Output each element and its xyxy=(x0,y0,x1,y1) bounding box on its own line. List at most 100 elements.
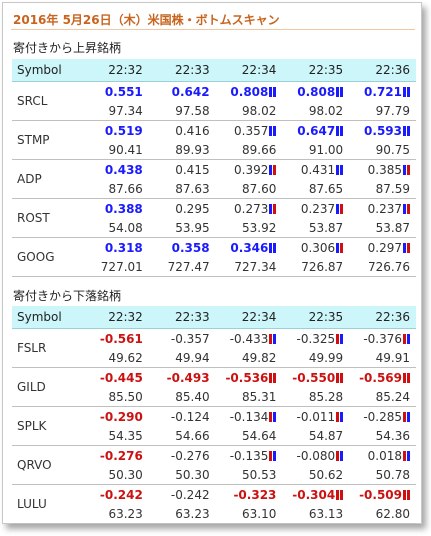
price-cell: 85.24 xyxy=(349,387,416,407)
change-value: -0.242 xyxy=(99,487,143,502)
table-row-price: 97.34 97.58 98.02 98.02 97.79 xyxy=(12,101,416,121)
change-value: -0.276 xyxy=(170,448,210,463)
price-cell: 89.66 xyxy=(215,140,283,160)
price-cell: 53.87 xyxy=(349,218,416,238)
change-cell: -0.493 xyxy=(149,368,216,388)
change-cell: -0.134 xyxy=(216,407,283,427)
price-cell: 87.60 xyxy=(215,179,283,199)
price-cell: 62.80 xyxy=(349,504,416,524)
change-value: 0.392 xyxy=(234,162,269,177)
column-header-time: 22:32 xyxy=(82,59,149,82)
table-row-change: QRVO -0.276 -0.276 -0.135 -0.080 0.018 xyxy=(12,445,416,485)
change-cell: 0.415 xyxy=(149,160,216,180)
change-cell: 0.416 xyxy=(149,121,216,141)
change-cell: -0.304 xyxy=(282,485,349,505)
symbol-cell[interactable]: SRCL xyxy=(12,81,82,121)
up-bar-icon xyxy=(407,411,410,422)
up-bar-icon xyxy=(340,450,344,461)
price-cell: 53.87 xyxy=(282,218,350,238)
change-value: 0.642 xyxy=(171,84,210,99)
change-cell: -0.433 xyxy=(216,329,283,349)
price-cell: 85.50 xyxy=(82,387,149,407)
symbol-cell[interactable]: GOOG xyxy=(12,237,82,277)
up-bar-icon xyxy=(273,242,277,253)
change-value: 0.647 xyxy=(297,123,336,138)
change-cell: 0.551 xyxy=(82,82,149,102)
change-cell: 0.297 xyxy=(349,238,416,258)
symbol-cell[interactable]: ROST xyxy=(12,198,82,238)
up-bar-icon xyxy=(407,450,410,461)
change-value: -0.561 xyxy=(99,331,143,346)
change-cell: -0.276 xyxy=(149,446,216,466)
price-cell: 727.47 xyxy=(148,257,216,277)
change-value: 0.438 xyxy=(104,162,143,177)
down-bar-icon xyxy=(403,411,406,422)
price-cell: 63.10 xyxy=(215,504,283,524)
up-bar-icon xyxy=(407,125,410,136)
table-row-price: 727.01 727.47 727.34 726.87 726.76 xyxy=(12,257,416,277)
table-row-change: SRCL 0.551 0.642 0.808 0.808 0.721 xyxy=(12,81,416,121)
price-cell: 54.08 xyxy=(82,218,149,238)
column-header-time: 22:36 xyxy=(349,59,416,82)
change-value: -0.276 xyxy=(99,448,143,463)
change-value: 0.808 xyxy=(297,84,336,99)
price-cell: 49.99 xyxy=(282,348,350,368)
table-row-change: GOOG 0.318 0.358 0.346 0.306 0.297 xyxy=(12,237,416,277)
up-bar-icon xyxy=(403,203,406,214)
price-cell: 89.93 xyxy=(148,140,216,160)
title-divider xyxy=(11,29,415,30)
change-cell: 0.593 xyxy=(349,121,416,141)
column-header-time: 22:34 xyxy=(215,306,283,329)
symbol-cell[interactable]: QRVO xyxy=(12,445,82,485)
price-cell: 85.40 xyxy=(148,387,216,407)
price-cell: 85.31 xyxy=(215,387,283,407)
down-bar-icon xyxy=(407,203,410,214)
change-value: 0.346 xyxy=(230,240,269,255)
symbol-cell[interactable]: STMP xyxy=(12,120,82,160)
change-cell: 0.237 xyxy=(349,199,416,219)
change-value: 0.593 xyxy=(364,123,402,138)
change-value: -0.325 xyxy=(296,331,336,346)
change-value: 0.808 xyxy=(230,84,269,99)
symbol-cell[interactable]: FSLR xyxy=(12,328,82,368)
down-bar-icon xyxy=(269,411,273,422)
up-bar-icon xyxy=(403,242,406,253)
change-cell: -0.323 xyxy=(216,485,283,505)
change-value: 0.358 xyxy=(171,240,210,255)
change-value: -0.080 xyxy=(296,448,336,463)
change-value: -0.445 xyxy=(99,370,143,385)
change-value: 0.273 xyxy=(234,201,269,216)
symbol-cell[interactable]: ADP xyxy=(12,159,82,199)
price-cell: 50.62 xyxy=(282,465,350,485)
up-bar-icon xyxy=(336,125,340,136)
down-bar-icon xyxy=(407,489,410,500)
change-cell: 0.647 xyxy=(282,121,349,141)
column-header-time: 22:35 xyxy=(282,59,350,82)
column-header-time: 22:36 xyxy=(349,306,416,329)
down-bar-icon xyxy=(407,164,410,175)
up-bar-icon xyxy=(340,333,344,344)
down-bar-icon xyxy=(340,203,344,214)
down-bar-icon xyxy=(403,450,406,461)
change-cell: -0.561 xyxy=(82,329,149,349)
symbol-cell[interactable]: GILD xyxy=(12,367,82,407)
symbol-cell[interactable]: LULU xyxy=(12,484,82,524)
page-title: 2016年 5月26日（木）米国株・ボトムスキャン xyxy=(13,13,280,27)
change-value: -0.290 xyxy=(99,409,143,424)
change-cell: -0.011 xyxy=(282,407,349,427)
change-value: -0.433 xyxy=(229,331,269,346)
table-row-price: 50.30 50.30 50.53 50.62 50.78 xyxy=(12,465,416,485)
down-bar-icon xyxy=(407,372,410,383)
column-header-symbol: Symbol xyxy=(12,306,82,329)
change-value: -0.536 xyxy=(225,370,269,385)
gainers-table: Symbol 22:32 22:33 22:34 22:35 22:36 SRCL 0.551… xyxy=(12,59,416,277)
symbol-cell[interactable]: SPLK xyxy=(12,406,82,446)
change-cell: 0.808 xyxy=(216,82,283,102)
price-cell: 54.87 xyxy=(282,426,350,446)
change-cell: 0.306 xyxy=(282,238,349,258)
up-bar-icon xyxy=(269,86,273,97)
change-value: 0.385 xyxy=(367,162,402,177)
price-cell: 91.00 xyxy=(282,140,350,160)
price-cell: 49.62 xyxy=(82,348,149,368)
price-cell: 97.58 xyxy=(148,101,216,121)
